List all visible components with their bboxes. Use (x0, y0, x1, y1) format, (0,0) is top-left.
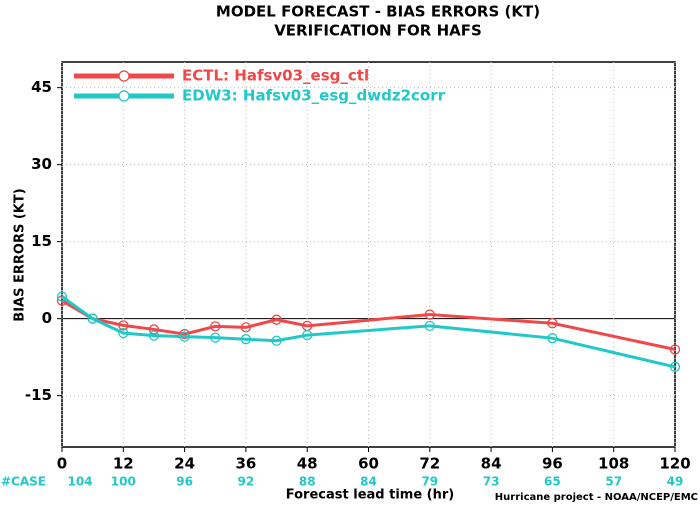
legend-label: EDW3: Hafsv03_esg_dwdz2corr (182, 87, 446, 105)
y-tick-label: -15 (25, 386, 52, 404)
data-point (240, 322, 252, 333)
x-tick-label: 12 (113, 455, 134, 473)
data-point (179, 328, 190, 340)
y-tick-label: 30 (31, 155, 52, 173)
x-tick-label: 108 (598, 455, 629, 473)
legend-label: ECTL: Hafsv03_esg_ctl (182, 67, 369, 85)
data-point (56, 291, 68, 302)
data-point (424, 309, 435, 320)
x-tick-label: 84 (481, 455, 502, 473)
data-point (118, 327, 129, 339)
data-point (240, 334, 252, 345)
data-point (148, 324, 160, 335)
data-point (271, 335, 282, 346)
x-tick-label: 48 (297, 455, 318, 473)
case-count: 88 (299, 475, 316, 489)
y-tick-label: 0 (42, 309, 52, 327)
chart-subtitle: VERIFICATION FOR HAFS (274, 22, 482, 40)
data-point (148, 330, 160, 341)
data-point (302, 329, 313, 341)
y-tick-label: 15 (31, 232, 52, 250)
data-point (210, 332, 221, 343)
data-point (271, 314, 282, 325)
data-point (118, 320, 129, 331)
x-tick-label: 72 (419, 455, 440, 473)
x-axis-label: Forecast lead time (hr) (286, 488, 454, 503)
y-axis-label: BIAS ERRORS (KT) (13, 188, 28, 321)
case-count: 104 (67, 475, 92, 489)
x-tick-label: 60 (358, 455, 379, 473)
case-count: 49 (667, 475, 684, 489)
case-count: 57 (605, 475, 622, 489)
series-line (61, 295, 676, 369)
data-point (210, 321, 221, 332)
data-point (179, 331, 190, 342)
case-count: 84 (360, 475, 377, 489)
legend-marker (118, 90, 130, 102)
x-tick-label: 120 (659, 455, 690, 473)
chart-title: MODEL FORECAST - BIAS ERRORS (KT) (216, 3, 540, 21)
credit: Hurricane project - NOAA/NCEP/EMC (495, 492, 698, 503)
case-count: 100 (111, 475, 136, 489)
case-label: #CASE (1, 475, 46, 489)
case-count: 96 (176, 475, 193, 489)
y-tick-label: 45 (31, 78, 52, 96)
x-tick-label: 36 (235, 455, 256, 473)
data-point (669, 361, 681, 373)
case-count: 92 (238, 475, 255, 489)
x-tick-label: 96 (542, 455, 563, 473)
x-tick-label: 24 (174, 455, 195, 473)
data-point (424, 320, 435, 332)
series-line (61, 299, 676, 351)
case-count: 65 (544, 475, 561, 489)
data-point (87, 313, 98, 324)
legend-marker (118, 70, 130, 82)
case-count: 73 (483, 475, 500, 489)
case-count: 79 (421, 475, 438, 489)
data-point (547, 318, 558, 329)
data-point (669, 344, 681, 355)
x-tick-label: 0 (57, 455, 67, 473)
data-point (547, 333, 558, 344)
